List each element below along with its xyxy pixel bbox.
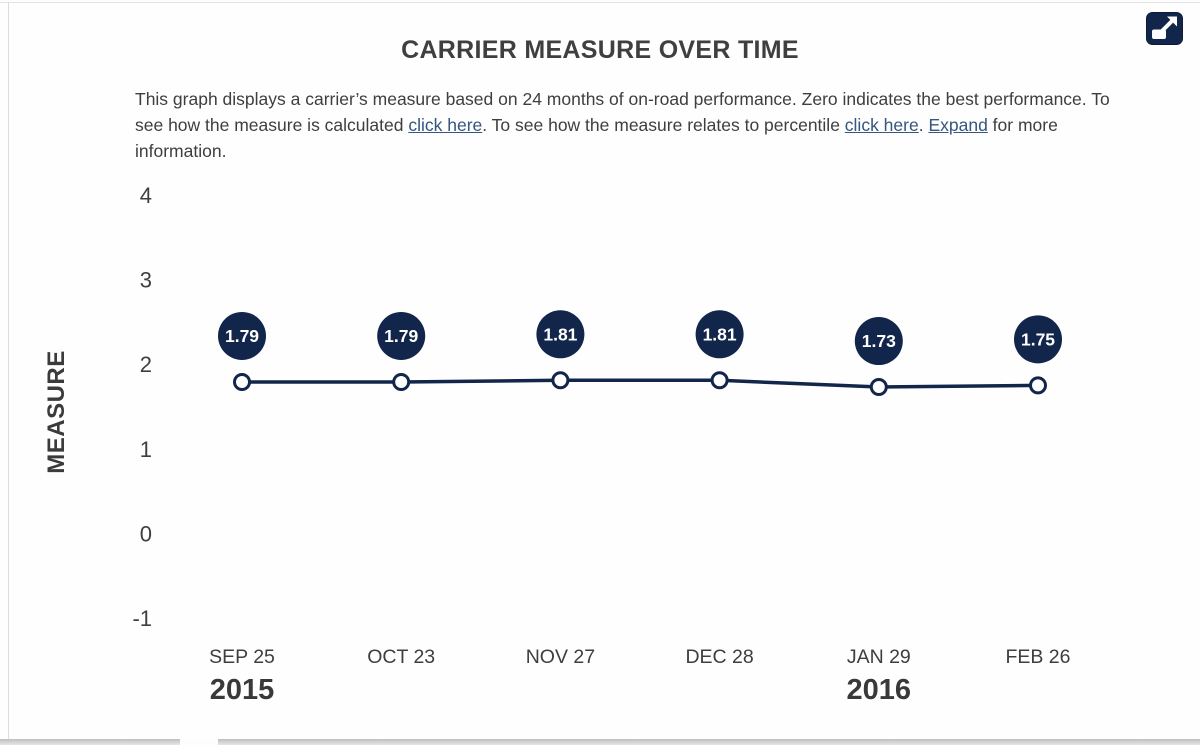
data-point-value: 1.81 [543, 324, 577, 344]
description-text-1: This graph displays a carrier’s measure … [135, 89, 1110, 135]
chart-description: This graph displays a carrier’s measure … [135, 86, 1139, 164]
data-point-value: 1.79 [384, 326, 418, 346]
x-axis-year-label: 2016 [847, 674, 912, 706]
measure-percentile-link[interactable]: click here [844, 115, 919, 135]
data-point-badge[interactable] [695, 310, 744, 359]
data-point-marker[interactable] [392, 372, 411, 391]
data-point-badge[interactable] [377, 311, 426, 360]
open-in-new-window-icon [1146, 12, 1183, 48]
data-point-marker[interactable] [869, 378, 888, 397]
data-point-marker[interactable] [233, 372, 251, 391]
data-point-value: 1.75 [1021, 329, 1055, 349]
data-point-marker[interactable] [551, 371, 570, 390]
trend-line [242, 378, 1039, 389]
data-point-marker[interactable] [710, 371, 729, 390]
x-axis-tick-label: OCT 23 [367, 646, 435, 668]
description-text-3: . [918, 115, 929, 135]
data-point-badge[interactable] [1014, 315, 1062, 364]
expand-chart-button[interactable] [1146, 12, 1183, 45]
y-axis-tick-label: 1 [140, 437, 152, 462]
card-left-border [8, 3, 9, 739]
data-point-value: 1.81 [703, 324, 737, 344]
description-text-2: . To see how the measure relates to perc… [482, 115, 845, 135]
x-axis-tick-label: JAN 29 [847, 646, 911, 668]
x-axis-tick-label: SEP 25 [209, 646, 275, 668]
x-axis-year-label: 2015 [210, 674, 275, 706]
description-text-4: for more information. [135, 115, 1058, 161]
data-point-badge[interactable] [854, 317, 903, 366]
x-axis-tick-label: NOV 27 [526, 646, 595, 668]
x-axis-tick-label: FEB 26 [1005, 646, 1070, 668]
y-axis-tick-label: 3 [140, 268, 152, 293]
next-card-notch [180, 739, 218, 745]
y-axis-tick-label: 4 [140, 183, 152, 208]
expand-info-link[interactable]: Expand [928, 115, 988, 135]
card-top-border [0, 2, 1200, 3]
chart-title: CARRIER MEASURE OVER TIME [401, 36, 799, 64]
data-point-value: 1.73 [862, 331, 896, 351]
data-point-badge[interactable] [218, 311, 266, 360]
y-axis-tick-label: 2 [140, 352, 152, 377]
next-card-edge [0, 739, 1200, 745]
y-axis-tick-label: -1 [132, 606, 152, 631]
x-axis-tick-label: DEC 28 [685, 646, 753, 668]
y-axis-tick-label: 0 [140, 521, 152, 546]
data-point-marker[interactable] [1029, 376, 1047, 395]
measure-calculated-link[interactable]: click here [408, 115, 483, 135]
data-point-value: 1.79 [225, 326, 259, 346]
data-point-badge[interactable] [536, 310, 585, 359]
